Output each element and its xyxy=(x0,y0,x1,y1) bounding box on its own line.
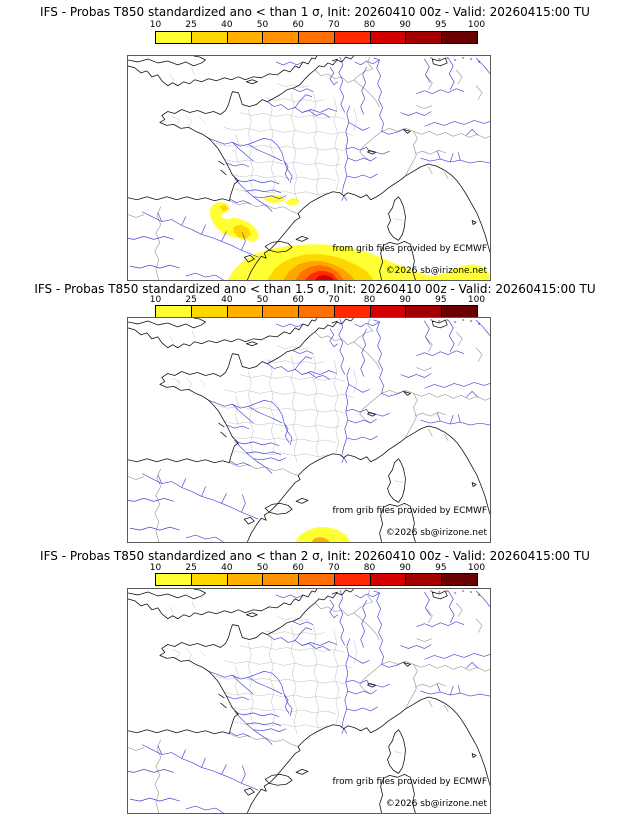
colorbar-tick-label: 50 xyxy=(256,563,269,573)
colorbar-tick-label: 60 xyxy=(292,20,304,30)
colorbar-cell xyxy=(442,306,478,317)
colorbar-tick-label: 40 xyxy=(221,563,233,573)
credit-copyright: ©2026 sb@irizone.net xyxy=(386,528,488,538)
colorbar-tick-label: 10 xyxy=(149,20,162,30)
panel-2sigma: IFS - Probas T850 standardized ano < tha… xyxy=(0,544,630,828)
map-2sigma: from grib files provided by ECMWF ©2026 … xyxy=(127,588,491,814)
colorbar-cell xyxy=(406,306,443,317)
colorbar-tick-label: 80 xyxy=(363,20,376,30)
colorbar-tick-label: 70 xyxy=(328,295,340,305)
colorbar-cell xyxy=(442,574,478,585)
colorbar-tick-label: 60 xyxy=(292,295,304,305)
panel-3-title: IFS - Probas T850 standardized ano < tha… xyxy=(40,549,590,563)
colorbar-tick-label: 60 xyxy=(292,563,304,573)
colorbar-cell xyxy=(263,32,300,43)
colorbar xyxy=(155,573,478,586)
colorbar-tick-label: 90 xyxy=(399,295,411,305)
colorbar-tick-label: 100 xyxy=(467,563,486,573)
credit-ecmwf: from grib files provided by ECMWF xyxy=(332,506,487,516)
colorbar-labels: 10 25 40 50 60 70 80 90 95 100 xyxy=(0,563,630,574)
colorbar-labels: 10 25 40 50 60 70 80 90 95 100 xyxy=(0,20,630,31)
colorbar-tick-label: 40 xyxy=(221,295,233,305)
credit-copyright: ©2026 sb@irizone.net xyxy=(386,266,488,276)
colorbar-labels: 10 25 40 50 60 70 80 90 95 100 xyxy=(0,295,630,306)
probability-shading-2 xyxy=(295,527,351,542)
map-1p5sigma: from grib files provided by ECMWF ©2026 … xyxy=(127,317,491,543)
colorbar-cell xyxy=(263,306,300,317)
colorbar-cell xyxy=(299,574,335,585)
credit-ecmwf: from grib files provided by ECMWF xyxy=(332,244,487,254)
colorbar xyxy=(155,31,478,44)
colorbar-cell xyxy=(406,32,443,43)
colorbar-cell xyxy=(227,32,264,43)
credit-ecmwf: from grib files provided by ECMWF xyxy=(332,777,487,787)
colorbar-cell xyxy=(263,574,300,585)
colorbar-cell xyxy=(442,32,478,43)
probability-shading-1 xyxy=(209,194,490,280)
colorbar-cell xyxy=(334,306,371,317)
colorbar-tick-label: 25 xyxy=(185,295,197,305)
colorbar-cell xyxy=(191,574,228,585)
colorbar-cell xyxy=(227,574,264,585)
colorbar-tick-label: 100 xyxy=(467,295,486,305)
colorbar-cell xyxy=(191,306,228,317)
colorbar-cell xyxy=(156,306,192,317)
map-1sigma: from grib files provided by ECMWF ©2026 … xyxy=(127,55,491,281)
colorbar-tick-label: 70 xyxy=(328,563,340,573)
panel-2-title: IFS - Probas T850 standardized ano < tha… xyxy=(34,282,596,296)
colorbar-tick-label: 25 xyxy=(185,20,197,30)
map-svg-3: from grib files provided by ECMWF ©2026 … xyxy=(128,589,490,813)
colorbar-cell xyxy=(299,32,335,43)
colorbar-cell xyxy=(370,574,407,585)
colorbar-tick-label: 100 xyxy=(467,20,486,30)
colorbar-tick-label: 10 xyxy=(149,295,162,305)
colorbar-tick-label: 80 xyxy=(363,295,376,305)
colorbar-tick-label: 80 xyxy=(363,563,376,573)
colorbar-tick-label: 95 xyxy=(435,563,447,573)
colorbar-cell xyxy=(370,32,407,43)
colorbar-tick-label: 90 xyxy=(399,20,411,30)
map-svg-2: from grib files provided by ECMWF ©2026 … xyxy=(128,318,490,542)
colorbar-cell xyxy=(156,574,192,585)
map-svg-1: from grib files provided by ECMWF ©2026 … xyxy=(128,56,490,280)
panel-1-title: IFS - Probas T850 standardized ano < tha… xyxy=(40,5,590,19)
colorbar-tick-label: 10 xyxy=(149,563,162,573)
colorbar-tick-label: 50 xyxy=(256,295,269,305)
colorbar-tick-label: 95 xyxy=(435,20,447,30)
colorbar-tick-label: 50 xyxy=(256,20,269,30)
colorbar-tick-label: 95 xyxy=(435,295,447,305)
colorbar-cell xyxy=(191,32,228,43)
colorbar-cell xyxy=(406,574,443,585)
panel-1p5sigma: IFS - Probas T850 standardized ano < tha… xyxy=(0,277,630,544)
colorbar-tick-label: 25 xyxy=(185,563,197,573)
colorbar-cell xyxy=(334,32,371,43)
colorbar-tick-label: 40 xyxy=(221,20,233,30)
colorbar-cell xyxy=(156,32,192,43)
colorbar-tick-label: 90 xyxy=(399,563,411,573)
credit-copyright: ©2026 sb@irizone.net xyxy=(386,799,488,809)
colorbar-cell xyxy=(370,306,407,317)
panel-1sigma: IFS - Probas T850 standardized ano < tha… xyxy=(0,0,630,281)
colorbar-tick-label: 70 xyxy=(328,20,340,30)
colorbar-cell xyxy=(227,306,264,317)
colorbar-cell xyxy=(299,306,335,317)
colorbar-cell xyxy=(334,574,371,585)
